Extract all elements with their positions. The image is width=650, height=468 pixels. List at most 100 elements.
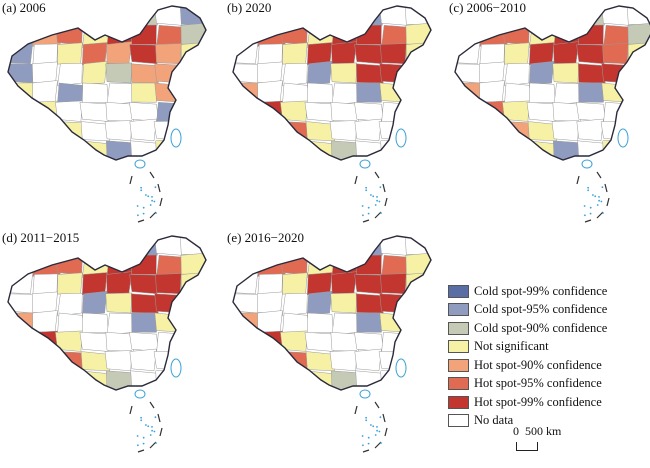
region-cell	[32, 61, 58, 84]
region-cell	[106, 312, 133, 336]
region-cell	[257, 310, 283, 333]
legend-label-hot-95: Hot spot-95% confidence	[474, 376, 602, 391]
region-cell	[257, 291, 283, 314]
region-cell	[331, 82, 358, 106]
sea-island-dot	[365, 419, 368, 422]
sea-island-dot	[136, 435, 139, 437]
region-cell	[552, 102, 581, 122]
legend-swatch-cold-90	[448, 321, 469, 335]
legend-swatch-hot-95	[448, 377, 469, 391]
sea-island-dot	[137, 444, 139, 447]
region-cell	[576, 44, 605, 65]
region-cell	[406, 329, 431, 353]
sea-island-dot	[367, 442, 370, 445]
region-cell	[8, 293, 34, 314]
region-cell	[106, 236, 133, 256]
region-cell	[8, 63, 34, 84]
sea-island-dot	[149, 204, 152, 206]
map-panel-a: (a) 2006	[0, 0, 215, 225]
region-cell	[406, 311, 431, 334]
region-cell	[154, 6, 182, 26]
island-hainan	[134, 389, 146, 399]
sea-island-dot	[140, 189, 143, 192]
sea-island-dot	[374, 434, 377, 436]
sea-boundary-dash	[362, 219, 370, 223]
sea-island-dot	[151, 429, 154, 432]
sea-island-dot	[151, 199, 154, 202]
region-cell	[81, 236, 108, 256]
region-cell	[356, 293, 384, 314]
region-cell	[104, 120, 133, 142]
region-cell	[306, 6, 333, 26]
sea-island-dot	[136, 205, 139, 207]
region-cell	[282, 272, 308, 295]
sea-island-dot	[367, 206, 370, 209]
legend-label-not-significant: Not significant	[474, 339, 549, 354]
region-cell	[154, 82, 184, 103]
region-cell	[32, 25, 61, 47]
sea-island-dot	[153, 200, 156, 203]
sea-boundary-dash	[382, 413, 386, 423]
region-cell	[329, 120, 358, 142]
region-cell	[406, 293, 431, 314]
region-cell	[406, 140, 431, 160]
scale-bar-label: 0 500 km	[513, 424, 562, 438]
sea-island-dot	[142, 436, 145, 439]
region-cell	[154, 293, 183, 314]
region-cell	[329, 350, 358, 372]
region-cell	[8, 351, 36, 374]
region-cell	[233, 329, 259, 352]
sea-island-dot	[145, 194, 147, 196]
region-cell	[406, 121, 431, 143]
region-cell	[331, 6, 358, 26]
region-cell	[155, 273, 182, 295]
region-cell	[576, 118, 604, 142]
region-cell	[80, 140, 111, 160]
region-cell	[81, 6, 108, 26]
sea-island-dot	[367, 436, 370, 439]
region-cell	[601, 6, 629, 26]
region-cell	[106, 6, 133, 26]
region-cell	[551, 120, 580, 142]
legend-item-cold-99: Cold spot-99% confidence	[448, 282, 648, 301]
region-cell	[257, 80, 283, 103]
country-border	[7, 235, 207, 391]
region-cell	[181, 293, 206, 314]
region-cell	[57, 63, 83, 87]
region-cell	[105, 332, 134, 352]
region-cell	[233, 63, 259, 84]
region-cell	[627, 42, 650, 65]
sea-island-dot	[155, 442, 157, 444]
map-panel-b: (b) 2020	[225, 0, 440, 225]
region-cell	[553, 41, 580, 65]
region-cell	[455, 140, 482, 160]
sea-island-dot	[362, 444, 364, 447]
sea-island-dot	[145, 424, 147, 426]
sea-island-dot	[365, 416, 367, 419]
region-cell	[280, 121, 309, 142]
sea-island-dot	[370, 194, 372, 196]
region-cell	[8, 312, 34, 336]
sea-island-dot	[596, 204, 599, 206]
region-cell	[154, 63, 183, 84]
island-hainan	[359, 389, 371, 399]
island-hainan	[134, 159, 146, 169]
region-cell	[553, 140, 581, 160]
sea-island-dot	[147, 425, 150, 428]
sea-island-dot	[589, 212, 592, 215]
region-cell	[628, 121, 650, 143]
region-cell	[29, 370, 58, 390]
legend-item-hot-99: Hot spot-99% confidence	[448, 393, 648, 412]
region-cell	[354, 332, 384, 352]
region-cell	[106, 370, 134, 390]
legend-item-hot-90: Hot spot-90% confidence	[448, 356, 648, 375]
sea-boundary-dash	[137, 449, 145, 453]
region-cell	[32, 100, 58, 122]
map-svg-e	[232, 235, 432, 453]
region-cell	[82, 291, 108, 315]
legend-item-cold-95: Cold spot-95% confidence	[448, 301, 648, 320]
region-cell	[8, 370, 35, 390]
sea-island-dot	[362, 214, 364, 217]
panel-label-e: (e) 2016−2020	[227, 230, 305, 245]
country-border	[232, 5, 432, 161]
